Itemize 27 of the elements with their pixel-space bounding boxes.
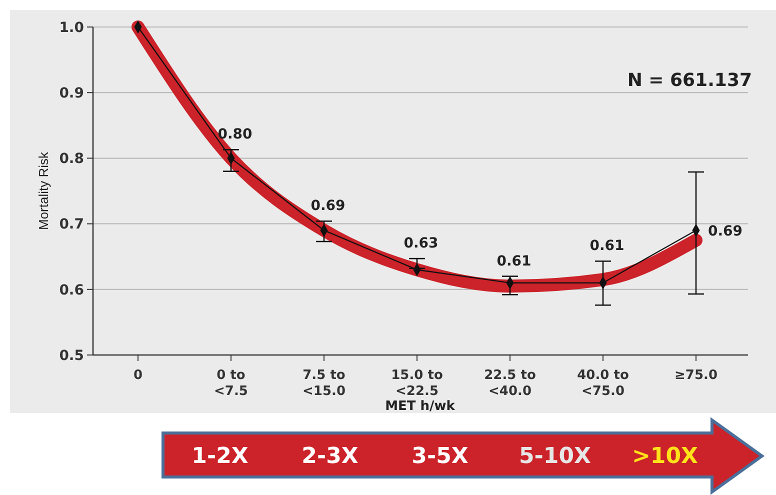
x-tick-label: 40.0 to <75.0 [577,368,629,399]
text: 5-10X [518,444,592,469]
y-axis-title: Mortality Risk [36,152,51,230]
data-label: 0.61 [496,253,532,270]
x-tick-label: ≥75.0 [674,368,718,383]
y-tick-label: 0.9 [59,86,84,102]
y-tick-label: 0.8 [59,151,84,168]
x-tick-label: 0 to <7.5 [214,368,248,399]
data-label: 0.69 [708,223,743,240]
y-tick-label: 0.7 [59,216,84,233]
y-tick-label: 0.6 [59,282,84,298]
text: 1-2X [192,444,248,469]
x-tick-label: 7.5 to <15.0 [302,368,346,399]
x-tick-label: 0 [133,368,143,383]
y-tick-label: 1.0 [59,20,84,36]
x-tick-label: 15.0 to <22.5 [391,368,443,399]
data-label: 0.80 [218,126,253,143]
data-label: 0.69 [310,198,346,214]
annotation: N = 661.137 [627,70,752,91]
y-tick-label: 0.5 [59,348,84,364]
x-tick-label: 22.5 to <40.0 [484,368,536,399]
text: >10X [632,444,698,469]
x-axis-title: MET h/wk [385,399,456,414]
text: 2-3X [302,444,358,469]
data-label: 0.63 [404,236,438,252]
data-label: 0.61 [590,238,624,254]
text: 3-5X [412,444,468,469]
